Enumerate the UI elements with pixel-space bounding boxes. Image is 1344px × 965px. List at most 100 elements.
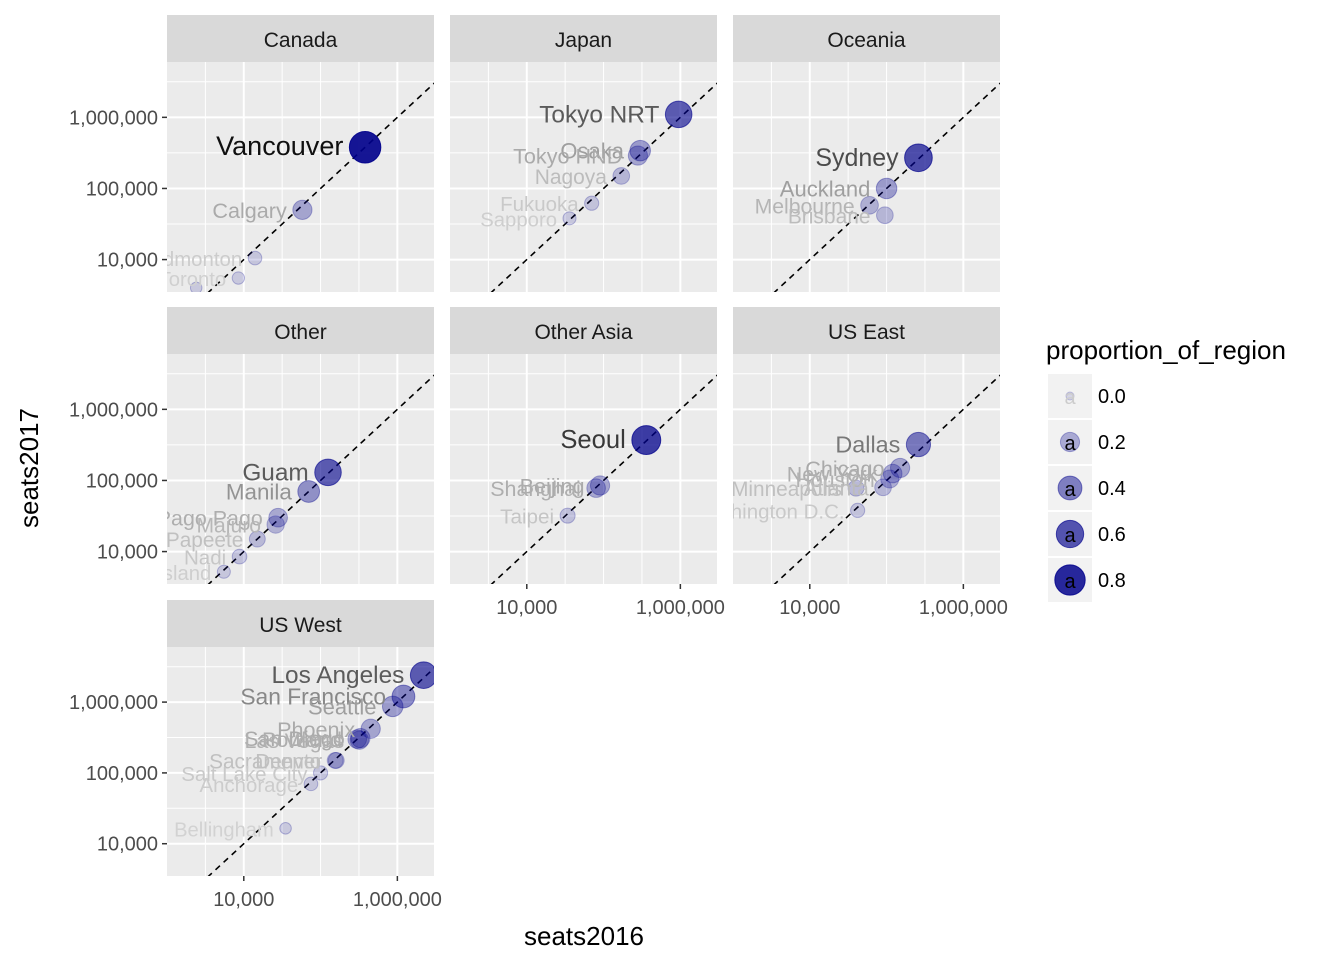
data-point (266, 515, 285, 534)
legend-key-point (1065, 391, 1075, 401)
point-label: Dallas (835, 432, 900, 458)
point-label: Taipei (500, 506, 554, 529)
grid-lines (450, 354, 717, 584)
point-label: Calgary (212, 198, 287, 223)
legend-key-glyph: a (1064, 479, 1076, 501)
point-label: San Francisco (240, 683, 386, 709)
point-label: Edmonton (149, 249, 242, 271)
legend-key-glyph: a (1064, 433, 1076, 455)
legend-key-point (1054, 564, 1086, 596)
point-label: Salt Lake City (181, 763, 308, 786)
data-point (664, 100, 693, 129)
facet-strip (167, 15, 434, 62)
data-point (875, 177, 898, 200)
data-point (904, 143, 933, 173)
y-tick-label: 100,000 (86, 763, 158, 785)
facet-strip-label: Japan (555, 29, 612, 52)
facet-strip-label: Other Asia (534, 321, 632, 344)
point-label: Atlanta (803, 477, 869, 500)
panel-background (167, 354, 434, 584)
y-tick-label: 100,000 (86, 178, 158, 200)
data-point (279, 822, 292, 835)
point-label: Majuro (196, 515, 261, 538)
facet-strip (450, 307, 717, 354)
grid-lines (167, 62, 434, 292)
reference-line (490, 374, 717, 584)
legend-key-point (1055, 519, 1085, 549)
point-label: Bellingham (174, 819, 274, 841)
data-point (589, 475, 611, 496)
legend-keys: a 0.0 a 0.2 a 0.4 a 0.6 a 0.8 (1048, 374, 1126, 602)
data-point (876, 206, 894, 225)
point-label: Anchorage (200, 775, 299, 797)
point-label: Shanghai (490, 477, 581, 501)
grid-lines (167, 354, 434, 584)
y-tick-label: 1,000,000 (69, 107, 158, 129)
data-point (847, 479, 865, 497)
reference-line (773, 82, 1000, 292)
point-label: Tokyo HND (513, 144, 622, 169)
data-point (350, 728, 371, 749)
data-point (381, 695, 404, 718)
y-axis-title: seats2017 (14, 408, 44, 528)
data-point (612, 167, 631, 185)
data-point (216, 564, 231, 579)
legend-key-point (1059, 431, 1081, 453)
data-point (268, 507, 288, 528)
point-label: Papeete (166, 529, 243, 552)
point-label: Chicago (805, 456, 884, 481)
point-label: Las Vegas (244, 729, 344, 753)
data-point (631, 425, 662, 456)
x-tick-label: 10,000 (213, 889, 274, 911)
legend-label: 0.4 (1098, 478, 1126, 500)
reference-line (207, 667, 434, 876)
point-label: New York (787, 463, 878, 487)
point-label: Houston (796, 468, 875, 492)
point-label: Osaka (560, 139, 624, 164)
facet-strip (733, 307, 1000, 354)
legend: proportion_of_region a 0.0 a 0.2 a 0.4 a 0.6 a 0.… (1046, 335, 1286, 602)
legend-key-background (1048, 466, 1092, 510)
point-label: Denver (255, 750, 322, 773)
data-point (409, 661, 434, 689)
data-point (313, 765, 329, 781)
point-label: Brisbane (788, 205, 871, 228)
data-point (586, 478, 606, 498)
panel-background (733, 62, 1000, 292)
point-label: Seoul (560, 426, 625, 454)
facet-strip-label: US East (828, 321, 905, 344)
reference-line (773, 374, 1000, 584)
x-tick-label: 1,000,000 (353, 889, 442, 911)
data-point (629, 139, 651, 162)
point-label: Sydney (815, 144, 899, 172)
facet-strip (167, 600, 434, 647)
data-point (584, 195, 600, 211)
point-label: Nadi (184, 547, 226, 570)
point-label: Washington D.C. (691, 500, 845, 523)
facet-strip-label: US West (259, 614, 342, 637)
point-label: Auckland (780, 176, 871, 201)
axes: 10,000 100,000 1,000,000 10,000 100,000 1,000… (69, 107, 1008, 911)
grid-lines (167, 647, 434, 876)
facet-strip-label: Oceania (827, 29, 906, 52)
panel-background (167, 62, 434, 292)
point-label: Melbourne (755, 195, 855, 218)
panel-background (450, 354, 717, 584)
data-point (189, 281, 203, 292)
data-point (297, 480, 321, 503)
data-point (348, 130, 382, 164)
y-tick-label: 1,000,000 (69, 399, 158, 421)
y-tick-label: 10,000 (97, 542, 158, 564)
data-point (326, 751, 344, 769)
x-tick-label: 1,000,000 (636, 597, 725, 619)
panel-background (450, 62, 717, 292)
point-label: San Diego (244, 726, 345, 751)
grid-lines (733, 354, 1000, 584)
